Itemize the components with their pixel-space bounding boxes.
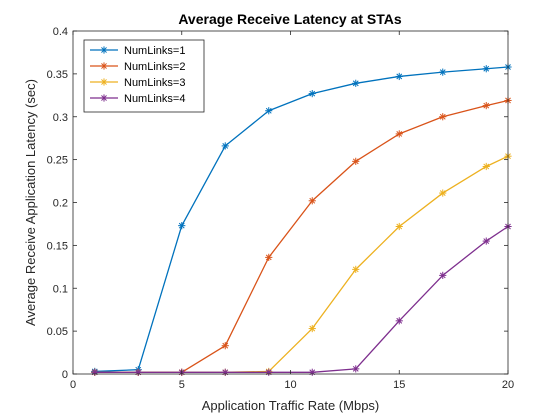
legend-marker [100,94,108,102]
data-point [221,342,229,350]
legend-marker [100,62,108,70]
x-tick-label: 20 [502,379,514,391]
data-point [308,368,316,376]
data-point [265,368,273,376]
data-point [308,197,316,205]
legend-label: NumLinks=3 [124,77,185,89]
legend-item: NumLinks=2 [90,61,185,73]
y-axis-label: Average Receive Application Latency (sec… [23,79,38,326]
legend-item: NumLinks=4 [90,93,185,105]
data-point [91,368,99,376]
data-point [178,222,186,230]
legend-label: NumLinks=4 [124,93,185,105]
y-tick-label: 0.25 [47,155,68,167]
y-tick-label: 0.1 [53,283,68,295]
legend-label: NumLinks=2 [124,61,185,73]
data-point [439,271,447,279]
chart-title: Average Receive Latency at STAs [178,11,402,27]
data-point [482,237,490,245]
y-tick-label: 0.35 [47,69,68,81]
data-point [395,72,403,81]
x-tick-label: 0 [70,379,76,391]
data-point [395,222,403,231]
legend-item: NumLinks=1 [90,45,185,57]
x-tick-label: 10 [284,379,296,391]
legend-label: NumLinks=1 [124,45,185,57]
data-point [482,162,490,171]
legend-item: NumLinks=3 [90,77,185,89]
series-layer [91,63,512,376]
data-point [134,368,142,376]
data-point [308,89,316,98]
data-point [221,142,229,150]
legend-marker [100,78,108,86]
data-point [265,107,273,115]
data-point [482,102,490,110]
data-point [352,265,360,273]
data-point [439,113,447,121]
data-point [221,368,229,376]
data-point [439,189,447,197]
data-point [352,79,360,87]
legend-marker [100,46,108,54]
y-tick-label: 0 [62,369,68,381]
y-tick-label: 0.4 [53,26,68,38]
data-point [439,68,447,76]
data-point [395,130,403,138]
y-tick-label: 0.15 [47,240,68,252]
x-tick-label: 5 [179,379,185,391]
data-point [308,324,316,333]
data-point [265,253,273,261]
legend: NumLinks=1 NumLinks=2 NumLinks=3 NumLinks=4 [83,39,205,113]
y-tick-label: 0.2 [53,198,68,210]
y-tick-label: 0.3 [53,112,68,124]
data-point [352,157,360,165]
x-axis-label: Application Traffic Rate (Mbps) [202,398,380,413]
data-point [482,65,490,73]
data-point [395,317,403,325]
y-tick-label: 0.05 [47,326,68,338]
data-point [352,365,360,373]
x-tick-label: 15 [393,379,405,391]
series-4 [91,222,512,376]
ticks-layer: 0 5 10 15 20 0 0.05 0.1 0.15 0.2 0.25 0.3 0.35 0.4 [47,26,515,391]
